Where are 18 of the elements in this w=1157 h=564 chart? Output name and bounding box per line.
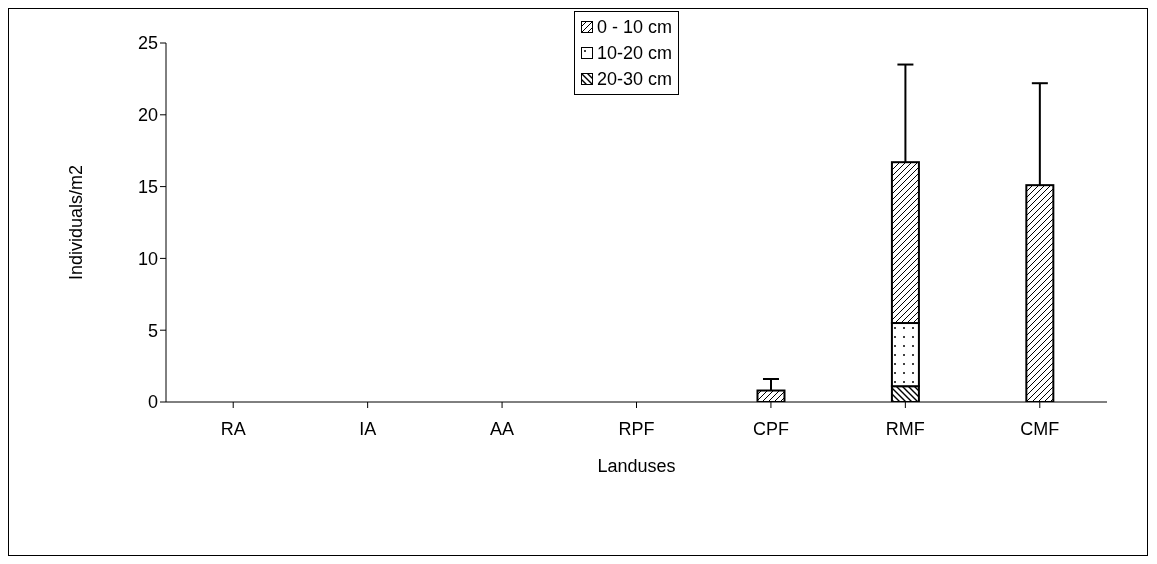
x-tick-label: RMF — [885, 418, 925, 439]
x-tick-label: CMF — [1020, 418, 1060, 439]
legend-label: 0 - 10 cm — [597, 16, 673, 39]
x-tick-label: AA — [490, 418, 515, 439]
y-tick-label: 25 — [137, 33, 158, 54]
x-tick-label: IA — [359, 418, 377, 439]
y-tick-label: 10 — [137, 248, 158, 269]
x-tick-label: RPF — [618, 418, 655, 439]
y-tick-label: 20 — [137, 105, 158, 126]
y-tick-label: 5 — [147, 320, 158, 341]
x-tick-label: CPF — [752, 418, 789, 439]
y-axis-title: Individuals/m2 — [66, 164, 87, 281]
x-axis-title: Landuses — [597, 456, 676, 476]
y-tick-label: 15 — [137, 176, 158, 197]
x-tick-label: RA — [220, 418, 246, 439]
y-tick-label: 0 — [147, 392, 158, 413]
legend-label: 20-30 cm — [597, 68, 673, 91]
legend-label: 10-20 cm — [597, 42, 673, 65]
